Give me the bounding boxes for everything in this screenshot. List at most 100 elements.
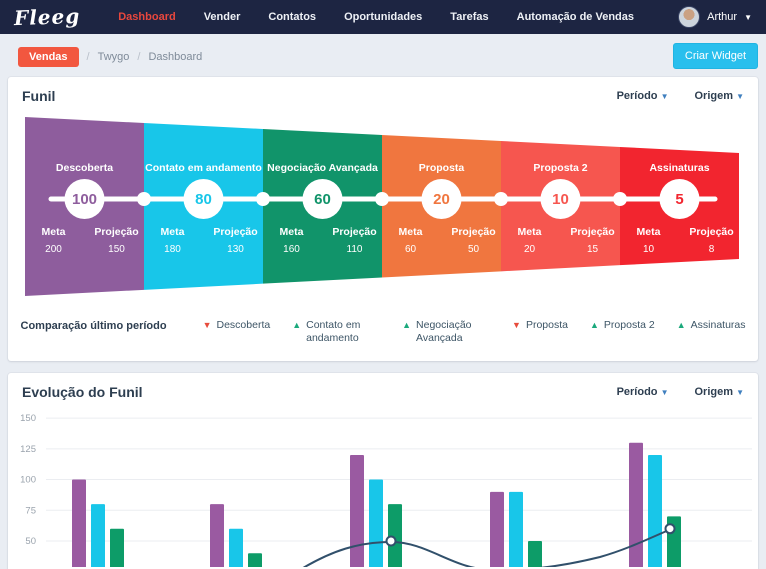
nav-item-automa-o-de-vendas[interactable]: Automação de Vendas: [516, 11, 634, 23]
nav-item-vender[interactable]: Vender: [203, 11, 241, 23]
funnel-meta-label: Meta: [518, 226, 542, 238]
legend-item: ▲ Proposta 2: [590, 319, 655, 332]
legend-item-label: Contato em andamento: [306, 319, 361, 344]
legend-item-label: Negociação Avançada: [416, 319, 472, 344]
funnel-stage-value: 60: [314, 191, 331, 208]
funnel-stage-value: 80: [195, 191, 212, 208]
breadcrumb-separator: /: [137, 51, 141, 63]
bar-cyan-series-g2: [229, 528, 243, 567]
y-axis-tick: 50: [25, 536, 36, 547]
funnel-projection-value: 50: [468, 244, 480, 255]
funnel-meta-value: 60: [405, 244, 417, 255]
legend-item: ▼ Proposta: [512, 319, 568, 332]
trend-up-icon: ▲: [590, 320, 599, 330]
funnel-projection-label: Projeção: [213, 226, 257, 238]
y-axis-tick: 125: [20, 444, 36, 455]
origin-filter-dropdown[interactable]: Origem ▼: [694, 90, 745, 102]
nav-item-oportunidades[interactable]: Oportunidades: [344, 11, 423, 23]
trend-point-marker: [385, 535, 397, 547]
evolution-card-header: Evolução do Funil Período ▼ Origem ▼: [8, 373, 758, 405]
legend-item: ▲ Negociação Avançada: [402, 319, 490, 345]
period-filter-dropdown[interactable]: Período ▼: [616, 386, 669, 398]
funnel-meta-label: Meta: [42, 226, 66, 238]
funnel-stage-value-circle: [540, 179, 581, 219]
legend-item: ▲ Contato em andamento: [292, 319, 380, 345]
funnel-meta-label: Meta: [399, 226, 423, 238]
breadcrumb-item-dashboard[interactable]: Dashboard: [148, 51, 203, 63]
funnel-projection-label: Projeção: [94, 226, 138, 238]
evolution-card-filters: Período ▼ Origem ▼: [617, 386, 744, 398]
user-avatar[interactable]: [678, 6, 701, 28]
funnel-card-filters: Período ▼ Origem ▼: [617, 90, 744, 102]
funnel-projection-value: 15: [587, 244, 599, 255]
funnel-stage-value-circle: [302, 179, 343, 219]
main-nav: Dashboard Vender Contatos Oportunidades Tare…: [118, 11, 634, 23]
funnel-stage-value-circle: [64, 179, 105, 219]
breadcrumb-badge-vendas[interactable]: Vendas: [18, 47, 79, 67]
funnel-stage-name: Proposta 2: [533, 162, 587, 174]
bar-green-series-g3: [388, 504, 402, 567]
funnel-meta-value: 10: [643, 244, 655, 255]
trend-point-marker: [664, 523, 676, 535]
chevron-down-icon: ▼: [660, 92, 669, 101]
funnel-stage-name: Contato em andamento: [145, 162, 262, 174]
funnel-boundary-dot: [375, 192, 389, 206]
top-navbar: Fleeg Dashboard Vender Contatos Oportunidad…: [0, 0, 766, 34]
funnel-boundary-dot: [256, 192, 270, 206]
nav-item-dashboard[interactable]: Dashboard: [118, 11, 176, 23]
funnel-stage-value-circle: [659, 179, 700, 219]
funnel-meta-label: Meta: [161, 226, 185, 238]
evolution-card-title: Evolução do Funil: [22, 384, 143, 400]
funnel-meta-value: 20: [524, 244, 536, 255]
chevron-down-icon: ▼: [660, 388, 669, 397]
trend-up-icon: ▲: [402, 320, 412, 330]
bar-purple-series-g4: [490, 491, 504, 567]
funnel-stage-name: Negociação Avançada: [267, 162, 378, 174]
funnel-meta-label: Meta: [280, 226, 304, 238]
trend-down-icon: ▼: [512, 320, 521, 330]
funnel-projection-label: Projeção: [451, 226, 495, 238]
chevron-down-icon: ▼: [736, 92, 744, 101]
chevron-down-icon: ▼: [744, 12, 752, 22]
funnel-meta-value: 160: [283, 244, 300, 255]
funnel-stage-name: Descoberta: [56, 162, 113, 174]
trend-up-icon: ▲: [676, 320, 686, 330]
bar-cyan-series-g4: [509, 491, 523, 567]
create-widget-button[interactable]: Criar Widget: [672, 43, 758, 69]
chevron-down-icon: ▼: [736, 388, 744, 397]
funnel-projection-label: Projeção: [570, 226, 614, 238]
legend-item-label: Assinaturas: [690, 319, 746, 331]
nav-item-contatos[interactable]: Contatos: [268, 11, 317, 23]
legend-item-label: Proposta 2: [603, 319, 655, 331]
breadcrumb-separator: /: [86, 51, 90, 63]
y-axis-tick: 150: [20, 413, 36, 424]
funnel-stage-value: 100: [72, 191, 97, 208]
breadcrumb-item-twygo[interactable]: Twygo: [97, 51, 130, 63]
trend-line: [302, 529, 670, 567]
fleeg-logo[interactable]: Fleeg: [13, 3, 81, 31]
funnel-card: Funil Período ▼ Origem ▼ Descoberta 100 Me…: [8, 77, 758, 361]
user-menu[interactable]: Arthur ▼: [678, 6, 752, 28]
funnel-stage-name: Assinaturas: [649, 162, 709, 174]
bar-green-series-g4: [528, 540, 542, 567]
funnel-projection-label: Projeção: [332, 226, 376, 238]
trend-up-icon: ▲: [292, 320, 302, 330]
funnel-legend-title: Comparação último período: [20, 320, 167, 332]
bar-green-series-g2: [248, 553, 262, 567]
funnel-card-title: Funil: [22, 88, 56, 104]
funnel-projection-value: 130: [227, 244, 244, 255]
funnel-projection-value: 8: [709, 244, 715, 255]
nav-item-tarefas[interactable]: Tarefas: [450, 11, 489, 23]
legend-item-label: Descoberta: [216, 319, 271, 331]
trend-down-icon: ▼: [202, 320, 212, 330]
funnel-projection-value: 110: [347, 244, 363, 255]
funnel-meta-label: Meta: [637, 226, 661, 238]
funnel-stage-value: 10: [552, 191, 569, 208]
evolution-chart: 150 125 100 75 50: [20, 413, 752, 567]
funnel-boundary-dot: [494, 192, 508, 206]
funnel-stage-value: 5: [675, 191, 683, 208]
bar-green-series-g1: [110, 528, 124, 567]
origin-filter-dropdown[interactable]: Origem ▼: [694, 386, 745, 398]
period-filter-dropdown[interactable]: Período ▼: [616, 90, 669, 102]
y-axis-tick: 100: [20, 475, 36, 486]
